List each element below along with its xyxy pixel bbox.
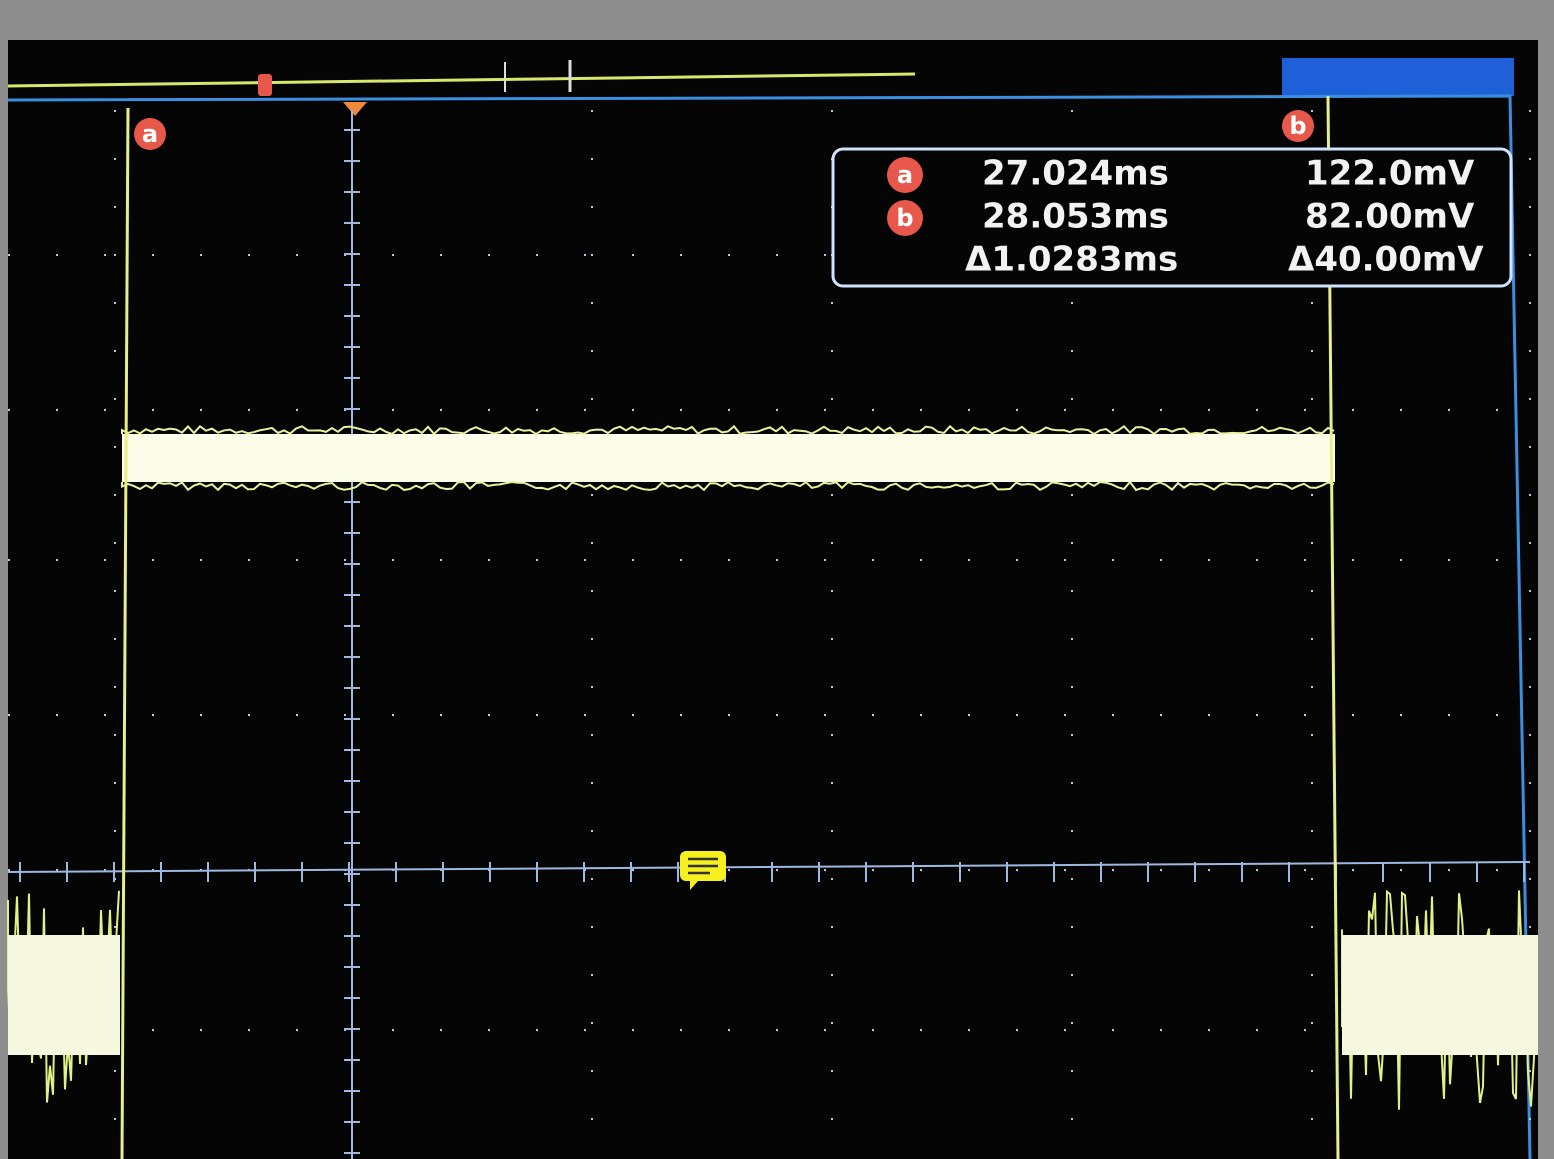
readout-delta-time: Δ1.0283ms [965,240,1178,280]
center-axis [7,861,1531,873]
readout-time: 27.024ms [982,154,1169,194]
waveform [7,424,1538,1110]
readout-voltage: 82.00mV [1305,197,1475,237]
status-bar [1282,58,1514,96]
trigger-position-marker [343,102,367,116]
readout-voltage: 122.0mV [1305,154,1475,194]
readout-cursor: b [896,204,913,232]
annotation-icon[interactable] [680,851,726,890]
trace-low-core [8,935,120,1055]
readout-time: 28.053ms [982,197,1169,237]
trace-noise [121,480,1335,492]
graticule-frame [7,94,1532,1159]
readout-badge [887,157,923,193]
trace-low-core [1342,935,1538,1055]
trace-noise [121,424,1335,436]
readout-badge [887,200,923,236]
cursor-a-badge [134,118,166,150]
cursor-readout [831,147,1513,288]
record-marker [258,74,272,96]
readout-delta-voltage: Δ40.00mV [1288,240,1484,280]
annotation-lines [688,857,718,875]
cursor-b-label: b [1289,112,1306,140]
readout-cursor: a [897,161,913,189]
cursor-a-label: a [142,120,158,148]
annotation-bubble[interactable] [680,851,726,890]
graticule [7,110,1531,1159]
record-view-line [7,72,916,88]
cursor-b-badge [1282,110,1314,142]
trace-high [122,434,1335,482]
cursor-a-line [120,107,130,1159]
